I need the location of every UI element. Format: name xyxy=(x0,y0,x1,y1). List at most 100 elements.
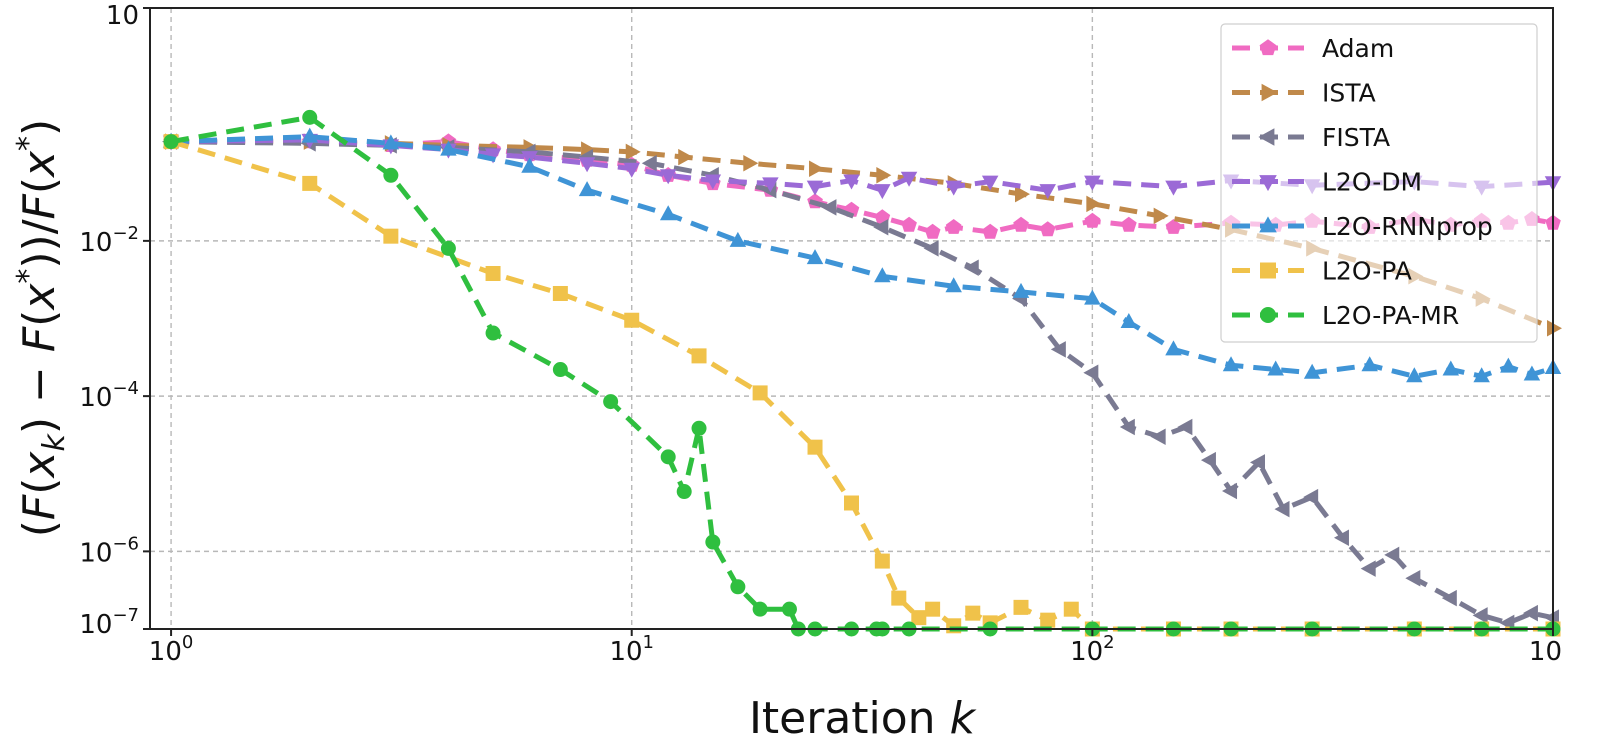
data-point-l2o-pa-mr xyxy=(383,167,399,183)
data-point-ista xyxy=(1153,207,1169,225)
data-point-l2o-rnnprop xyxy=(1442,360,1460,376)
data-point-l2o-rnnprop xyxy=(1165,340,1182,356)
data-point-l2o-dm xyxy=(484,148,502,164)
data-point-l2o-pa-mr xyxy=(752,601,768,617)
legend-item-l2o-pa: L2O-PA xyxy=(1232,257,1412,286)
data-point-ista xyxy=(1086,195,1102,213)
data-point-l2o-rnnprop xyxy=(440,140,457,156)
data-point-fista xyxy=(923,240,939,257)
data-point-l2o-pa-mr xyxy=(691,420,707,436)
legend-label-l2o-pa-mr: L2O-PA-MR xyxy=(1322,301,1459,330)
legend-marker-l2o-dm xyxy=(1259,175,1277,192)
axis-ticks: 100 101 102 10 10 10−2 10−4 10−6 10−7 xyxy=(79,1,1562,667)
x-tick-label: 100 xyxy=(149,632,194,667)
data-point-l2o-pa-mr xyxy=(603,394,619,410)
data-point-l2o-dm xyxy=(578,157,596,173)
legend-marker-adam xyxy=(1259,39,1277,56)
data-point-l2o-pa-mr xyxy=(781,601,797,617)
data-point-l2o-dm xyxy=(623,162,640,178)
data-point-adam xyxy=(901,216,917,232)
data-point-fista xyxy=(1150,428,1166,445)
y-axis-title: (F(xk​) − F(x*​))/F(x*​) xyxy=(11,119,72,537)
legend-item-adam: Adam xyxy=(1232,34,1394,63)
data-point-l2o-pa-mr xyxy=(676,484,692,500)
data-point-adam xyxy=(1039,221,1056,237)
legend-item-l2o-dm: L2O-DM xyxy=(1232,168,1422,197)
data-point-l2o-pa xyxy=(1040,612,1056,628)
plot-frame xyxy=(149,7,1554,630)
data-point-l2o-dm xyxy=(659,169,677,185)
data-point-ista xyxy=(876,167,892,184)
data-point-l2o-dm xyxy=(1039,184,1056,200)
data-point-l2o-pa-mr xyxy=(705,534,721,550)
data-point-fista xyxy=(963,259,979,277)
data-point-fista xyxy=(1249,454,1265,471)
data-point-fista xyxy=(821,199,837,216)
data-point-l2o-rnnprop xyxy=(1267,360,1284,376)
legend-item-fista: FISTA xyxy=(1232,123,1390,152)
data-point-adam xyxy=(1084,212,1101,228)
data-point-l2o-rnnprop xyxy=(874,267,891,283)
data-point-fista xyxy=(1360,560,1376,577)
x-axis-title: Iteration k xyxy=(749,693,977,744)
legend-marker-fista xyxy=(1258,128,1275,146)
y-tick-label: 10−2 xyxy=(79,223,139,258)
data-point-l2o-rnnprop xyxy=(1012,282,1030,298)
data-point-fista xyxy=(1441,589,1457,607)
data-point-l2o-pa xyxy=(965,605,981,621)
x-axis-title-text: Iteration xyxy=(749,693,950,744)
data-point-fista xyxy=(1384,546,1400,564)
data-point-l2o-rnnprop xyxy=(521,157,538,173)
data-point-fista xyxy=(1522,604,1538,622)
data-point-fista xyxy=(1083,364,1099,382)
x-tick-label: 101 xyxy=(609,632,654,667)
data-point-fista xyxy=(1050,341,1066,358)
data-point-l2o-rnnprop xyxy=(1222,356,1240,372)
data-point-l2o-rnnprop xyxy=(1473,367,1490,383)
data-point-l2o-pa xyxy=(552,285,568,301)
data-point-l2o-rnnprop xyxy=(1406,367,1423,383)
data-point-ista xyxy=(743,155,759,172)
legend-item-l2o-rnnprop: L2O-RNNprop xyxy=(1232,212,1493,241)
data-point-l2o-pa xyxy=(485,265,501,281)
data-point-adam xyxy=(1121,216,1137,232)
data-point-l2o-dm xyxy=(945,180,962,196)
legend-label-l2o-dm: L2O-DM xyxy=(1322,168,1422,197)
legend-marker-l2o-pa xyxy=(1260,262,1276,279)
data-point-ista xyxy=(809,160,825,177)
data-point-l2o-pa-mr xyxy=(440,240,456,256)
data-point-ista xyxy=(1015,185,1031,203)
y-tick-label: 10−4 xyxy=(79,378,139,413)
data-point-l2o-pa xyxy=(1013,599,1029,615)
legend-label-fista: FISTA xyxy=(1322,123,1390,152)
data-point-adam xyxy=(1165,219,1182,234)
data-point-l2o-rnnprop xyxy=(659,205,677,221)
data-point-fista xyxy=(1119,418,1135,436)
data-point-l2o-dm xyxy=(762,177,779,193)
data-point-l2o-pa xyxy=(691,348,707,364)
data-point-l2o-dm xyxy=(981,175,999,191)
legend-marker-l2o-pa-mr xyxy=(1260,307,1276,323)
data-point-l2o-rnnprop xyxy=(578,181,596,197)
data-point-l2o-rnnprop xyxy=(806,249,824,265)
data-point-l2o-rnnprop xyxy=(1084,289,1101,305)
y-tick-label: 10 xyxy=(106,1,139,31)
data-point-fista xyxy=(1303,488,1319,506)
data-point-l2o-pa xyxy=(844,495,859,511)
data-point-fista xyxy=(1333,529,1349,546)
data-point-ista xyxy=(678,148,694,166)
data-point-l2o-pa xyxy=(891,590,907,606)
data-point-fista xyxy=(1177,418,1193,436)
y-tick-label: 10−6 xyxy=(79,533,139,568)
data-point-adam xyxy=(924,223,941,239)
legend-marker-ista xyxy=(1261,83,1278,102)
data-point-l2o-rnnprop xyxy=(1303,363,1321,379)
legend-label-l2o-rnnprop: L2O-RNNprop xyxy=(1322,212,1493,241)
data-point-l2o-pa-mr xyxy=(730,579,746,595)
data-point-l2o-pa-mr xyxy=(552,362,568,378)
data-point-l2o-pa xyxy=(1063,601,1079,617)
data-point-l2o-pa xyxy=(911,610,927,626)
data-point-l2o-pa xyxy=(302,175,318,191)
data-point-ista xyxy=(1547,319,1562,337)
